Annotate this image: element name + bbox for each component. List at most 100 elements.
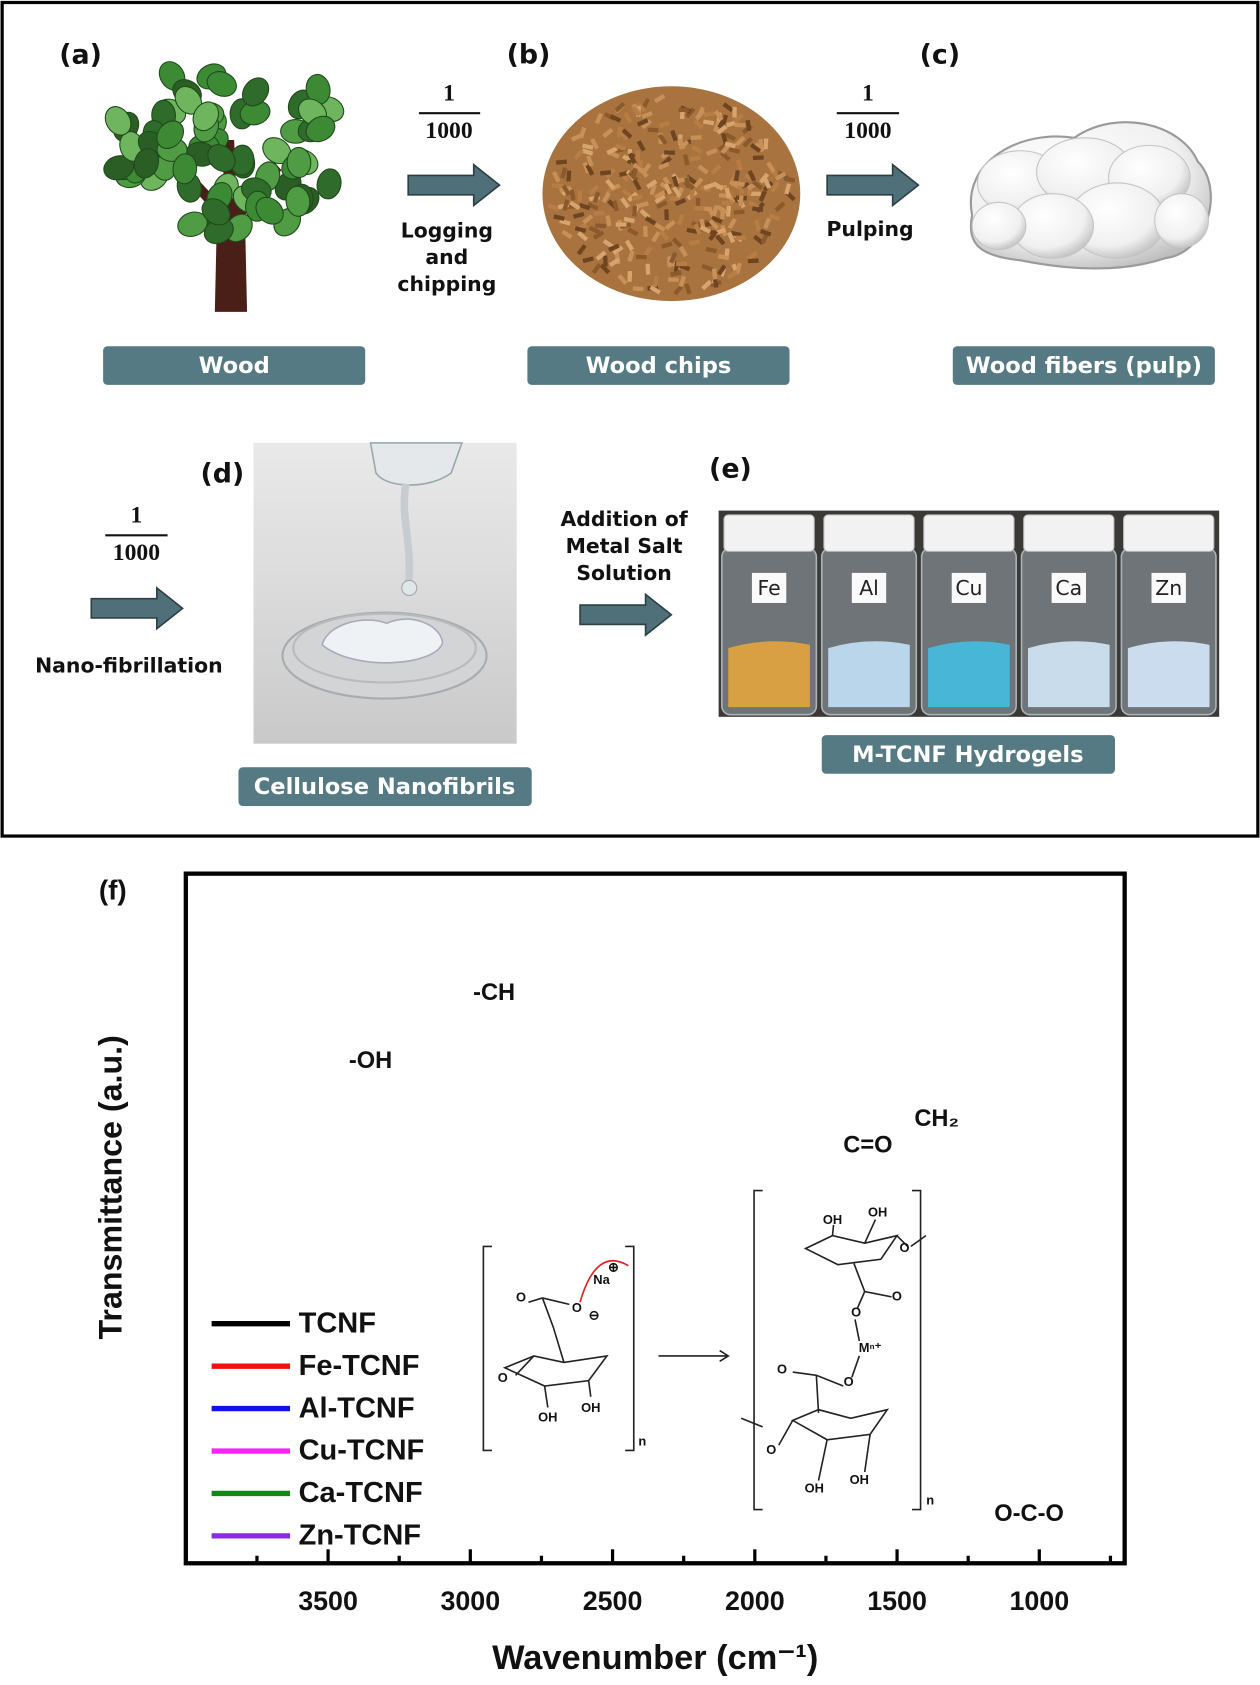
panel-letter: (a) [59,40,102,71]
chip [566,170,572,182]
chip [722,102,734,113]
chip [685,107,696,119]
chip [717,253,730,261]
chip [621,188,633,199]
x-axis-title: Wavenumber (cm⁻¹) [492,1639,818,1677]
chip [572,211,585,219]
scheme-label: OH [581,1400,600,1415]
chip [693,177,704,189]
chip [602,239,615,249]
chip [719,150,731,162]
chip [658,120,670,129]
chip [590,138,599,150]
leaf [156,120,185,149]
chip [768,213,781,222]
chip [652,275,659,288]
legend-label: Ca-TCNF [299,1477,423,1509]
chip [699,225,712,234]
chip [631,194,643,201]
chip [636,118,649,127]
chip [676,213,685,226]
chip [693,118,704,130]
x-tick-label: 3000 [440,1586,500,1616]
chip [555,159,568,165]
x-tick-label: 1500 [867,1586,927,1616]
chip [766,161,776,173]
chip [585,164,595,176]
chip [746,250,758,261]
hydrogel [1027,641,1110,708]
chip [715,234,726,246]
chip [683,154,690,166]
chip [649,183,657,196]
leaf [286,146,312,179]
chip [732,113,744,124]
arrow [826,163,920,208]
chip [654,222,666,232]
arrows [90,163,920,637]
leaf [206,71,237,97]
x-tick-label: 2000 [725,1586,785,1616]
scheme-label: O [498,1370,508,1385]
chip [623,111,633,124]
legend-label: Al-TCNF [299,1392,415,1424]
chip [678,245,688,258]
hydrogel [728,641,810,708]
chip [678,107,690,113]
chip [671,237,683,248]
chip [735,159,743,171]
tree-illustration [103,61,345,312]
chip [669,251,678,264]
chip [753,142,765,153]
hydrogel [828,641,910,708]
leaf [255,196,284,225]
chip [724,132,737,142]
chip [742,136,753,148]
top-frame [0,0,1260,838]
leaf [103,155,135,181]
chip [684,177,691,189]
chip [621,128,633,139]
chip [750,191,761,196]
chip [624,239,635,252]
step-label: Metal Salt [566,534,683,558]
chip [573,148,584,161]
chip [606,146,618,155]
chip [641,111,653,119]
step-label: Nano-fibrillation [35,653,223,677]
chip [674,197,687,207]
chip [658,161,670,170]
chip [659,229,670,241]
chip [726,269,738,280]
chip [703,111,715,118]
chip [664,209,669,221]
chip [751,206,764,213]
chip [592,191,601,204]
chip [588,184,600,195]
chip [593,210,605,216]
chip [656,200,668,209]
plot-area: 3500 3000 2500 2000 1500 1000 -OH -CH C=O CH₂ O-C-… [183,871,1127,1616]
chip [627,250,635,262]
chip [587,202,599,211]
vial-label: Ca [1055,576,1082,600]
fraction-denominator: 1000 [844,118,891,144]
chip [591,262,602,275]
chip [627,171,639,182]
chip [751,180,763,190]
chip [581,148,594,156]
chip [663,183,673,195]
chip [733,209,745,215]
scheme-label: OH [538,1410,557,1425]
chip [717,117,727,129]
chip [774,201,786,212]
chip [562,199,570,211]
chip [714,227,727,236]
panel-label: Wood chips [586,353,732,379]
scheme-label: O [899,1240,909,1255]
chip [701,263,714,272]
chip [670,270,682,277]
scheme-label: OH [805,1481,824,1496]
chip [627,270,633,282]
fraction-numerator: 1 [862,80,874,106]
